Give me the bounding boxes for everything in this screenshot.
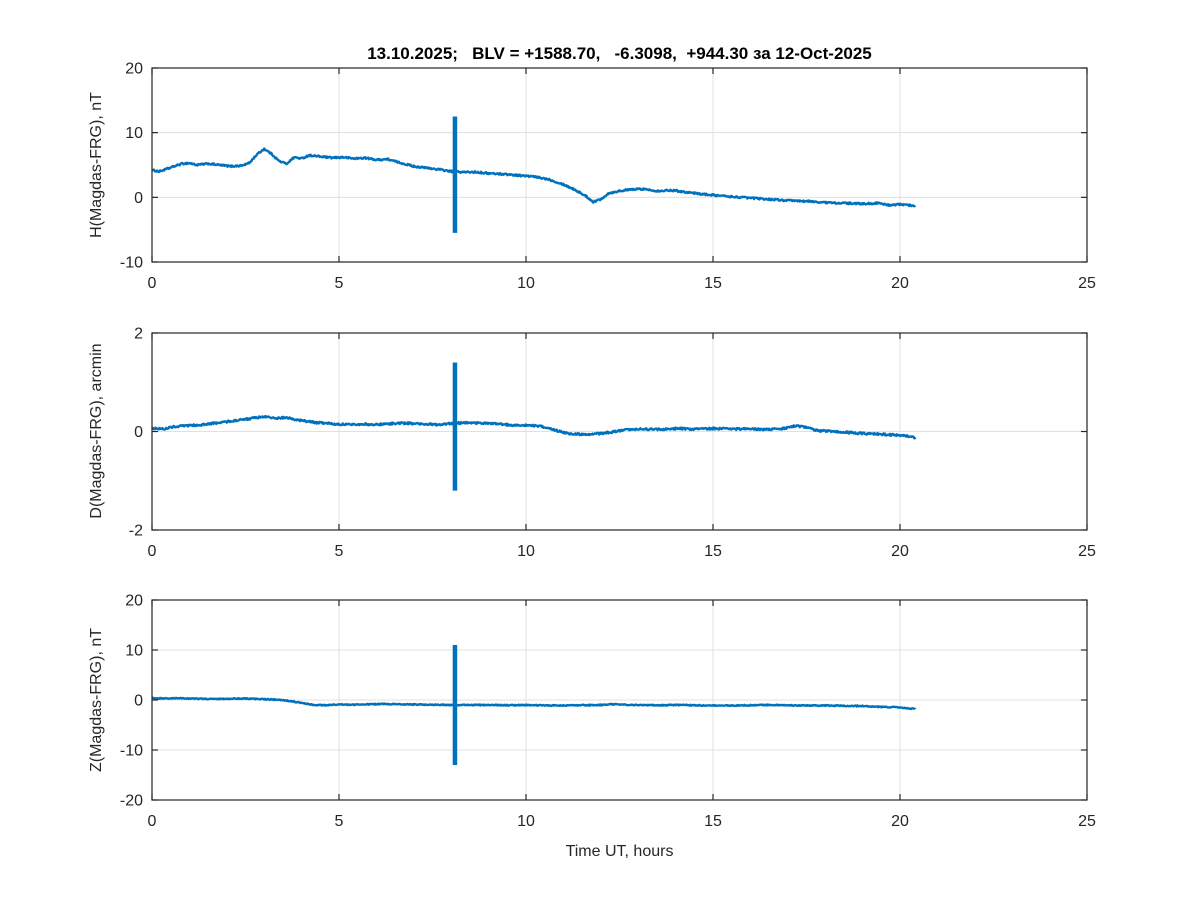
y-tick-label: -10 bbox=[120, 255, 143, 272]
ylabel-z: Z(Magdas-FRG), nT bbox=[88, 627, 105, 773]
series-d bbox=[151, 414, 917, 440]
x-tick-label: 5 bbox=[335, 275, 344, 292]
y-tick-label: 10 bbox=[125, 643, 143, 660]
x-tick-label: 25 bbox=[1078, 275, 1096, 292]
x-tick-label: 10 bbox=[517, 275, 535, 292]
series-h bbox=[151, 147, 917, 208]
y-tick-label: -20 bbox=[120, 793, 143, 810]
y-tick-label: 10 bbox=[125, 125, 143, 142]
y-tick-label: 20 bbox=[125, 593, 143, 610]
y-tick-label: 0 bbox=[134, 424, 143, 441]
y-tick-label: -2 bbox=[129, 523, 143, 540]
figure-title: 13.10.2025; BLV = +1588.70, -6.3098, +94… bbox=[367, 44, 872, 63]
y-tick-label: 20 bbox=[125, 61, 143, 78]
ylabel-h: H(Magdas-FRG), nT bbox=[88, 92, 105, 238]
y-tick-label: -10 bbox=[120, 743, 143, 760]
xlabel-time: Time UT, hours bbox=[565, 843, 674, 860]
x-tick-label: 0 bbox=[148, 543, 157, 560]
x-tick-label: 15 bbox=[704, 813, 722, 830]
x-tick-label: 20 bbox=[891, 543, 909, 560]
x-tick-label: 0 bbox=[148, 275, 157, 292]
chart-h: 0 5 10 15 20 25 -10 0 10 20 bbox=[120, 61, 1096, 293]
x-tick-label: 25 bbox=[1078, 543, 1096, 560]
ylabel-d: D(Magdas-FRG), arcmin bbox=[88, 343, 105, 519]
chart-z: 0 5 10 15 20 25 -20 -10 0 10 20 bbox=[120, 593, 1096, 831]
y-tick-label: 2 bbox=[134, 326, 143, 343]
chart-d: 0 5 10 15 20 25 -2 0 2 bbox=[129, 326, 1096, 561]
x-tick-label: 0 bbox=[148, 813, 157, 830]
x-tick-label: 5 bbox=[335, 543, 344, 560]
x-tick-label: 20 bbox=[891, 275, 909, 292]
x-tick-label: 10 bbox=[517, 813, 535, 830]
x-tick-label: 10 bbox=[517, 543, 535, 560]
y-tick-label: 0 bbox=[134, 190, 143, 207]
x-tick-label: 15 bbox=[704, 275, 722, 292]
y-tick-label: 0 bbox=[134, 693, 143, 710]
x-tick-label: 25 bbox=[1078, 813, 1096, 830]
series-z bbox=[151, 696, 917, 711]
x-tick-label: 15 bbox=[704, 543, 722, 560]
x-tick-label: 5 bbox=[335, 813, 344, 830]
x-tick-label: 20 bbox=[891, 813, 909, 830]
